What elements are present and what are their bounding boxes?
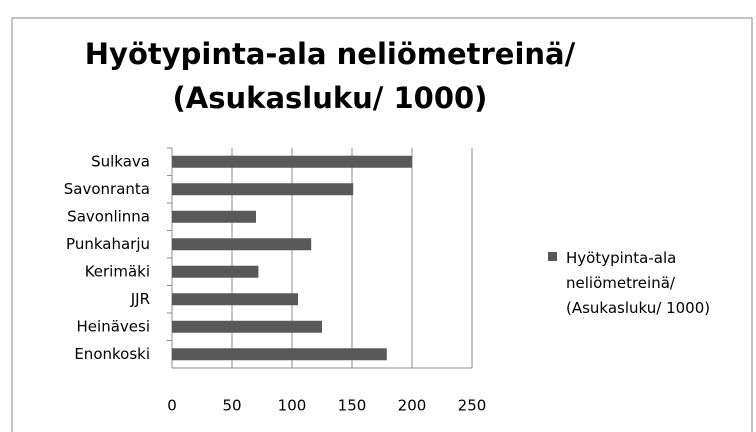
bar	[172, 155, 412, 168]
bar	[172, 238, 312, 251]
x-tick-label: 50	[222, 397, 241, 415]
bar	[172, 183, 354, 196]
y-tick-label: Enonkoski	[74, 345, 150, 363]
legend-label: Hyötypinta-ala neliömetreinä/ (Asukasluk…	[566, 249, 711, 317]
y-tick-label: Savonranta	[64, 180, 150, 198]
legend-swatch	[548, 252, 557, 261]
bar	[172, 348, 387, 361]
x-tick-label: 150	[338, 397, 367, 415]
chart-title: Hyötypinta-ala neliömetreinä/ (Asukasluk…	[84, 37, 576, 115]
y-tick-label: Punkaharju	[66, 235, 150, 253]
y-tick-label: JJR	[130, 290, 150, 308]
bar	[172, 210, 256, 223]
x-tick-label: 100	[278, 397, 307, 415]
bar	[172, 320, 322, 333]
bar	[172, 293, 298, 306]
bar	[172, 265, 259, 278]
x-tick-label: 250	[458, 397, 487, 415]
x-tick-label: 0	[167, 397, 177, 415]
y-tick-label: Heinävesi	[77, 317, 150, 335]
x-tick-label: 200	[398, 397, 427, 415]
y-tick-label: Savonlinna	[67, 207, 150, 225]
chart-border	[11, 17, 753, 432]
y-tick-label: Kerimäki	[85, 262, 150, 280]
y-tick-label: Sulkava	[91, 152, 150, 170]
